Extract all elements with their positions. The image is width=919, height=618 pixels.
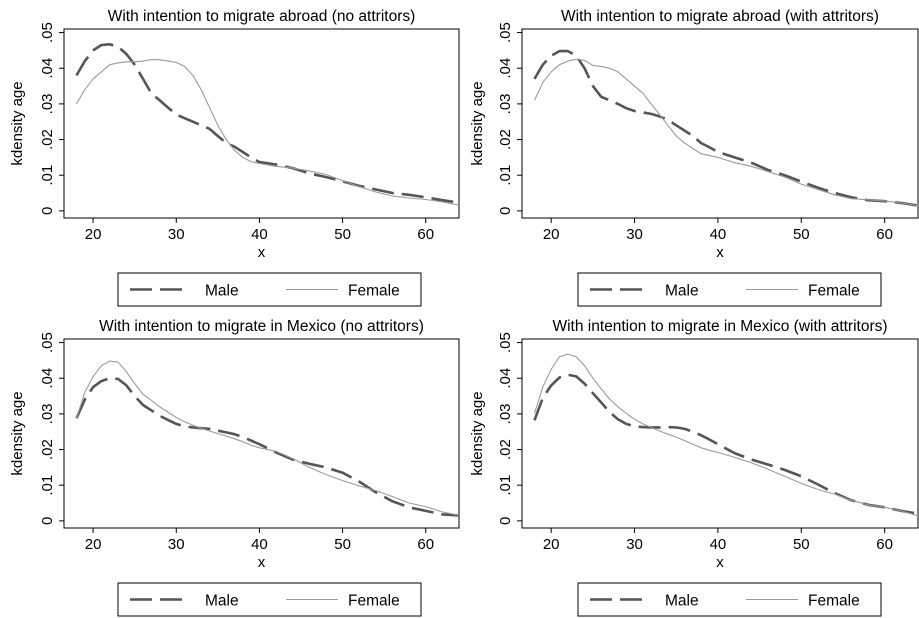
- x-tick-label: 40: [710, 226, 727, 243]
- y-tick-label: .01: [497, 165, 514, 186]
- y-tick-label: .05: [39, 332, 56, 353]
- x-tick-label: 30: [168, 226, 185, 243]
- x-tick-label: 40: [251, 536, 268, 553]
- x-axis-label: x: [716, 554, 724, 571]
- x-tick-label: 50: [793, 226, 810, 243]
- y-tick-label: .04: [39, 58, 56, 79]
- y-tick-label: .01: [497, 475, 514, 496]
- legend-label-female: Female: [808, 283, 860, 300]
- series-line-male: [75, 376, 460, 517]
- y-tick-label: .02: [497, 129, 514, 150]
- series-line-male: [533, 49, 919, 207]
- y-axis-label: kdensity age: [469, 81, 486, 165]
- y-tick-label: .03: [39, 93, 56, 114]
- chart-panel-3: With intention to migrate in Mexico (no …: [9, 318, 460, 617]
- series-line-female: [75, 360, 460, 516]
- y-tick-label: 0: [497, 517, 514, 525]
- y-axis-label: kdensity age: [9, 391, 26, 475]
- x-tick-label: 60: [417, 536, 434, 553]
- chart-title: With intention to migrate abroad (with a…: [561, 8, 879, 25]
- y-tick-label: .02: [39, 129, 56, 150]
- chart-panel-2: With intention to migrate abroad (with a…: [469, 8, 919, 307]
- series-line-female: [534, 58, 919, 207]
- legend-label-male: Male: [205, 593, 239, 610]
- y-tick-label: .01: [39, 165, 56, 186]
- x-tick-label: 60: [876, 536, 893, 553]
- y-tick-label: .05: [39, 22, 56, 43]
- x-tick-label: 50: [334, 536, 351, 553]
- legend-label-female: Female: [808, 593, 860, 610]
- chart-title: With intention to migrate in Mexico (wit…: [552, 318, 887, 335]
- legend-label-female: Female: [348, 593, 400, 610]
- x-tick-label: 30: [626, 226, 643, 243]
- x-tick-label: 40: [710, 536, 727, 553]
- x-tick-label: 60: [876, 226, 893, 243]
- y-axis-label: kdensity age: [9, 81, 26, 165]
- y-tick-label: .01: [39, 475, 56, 496]
- y-tick-label: 0: [497, 207, 514, 215]
- y-tick-label: .04: [39, 368, 56, 389]
- x-tick-label: 50: [793, 536, 810, 553]
- y-tick-label: .04: [497, 58, 514, 79]
- series-line-female: [76, 59, 460, 206]
- y-tick-label: .03: [497, 93, 514, 114]
- x-tick-label: 30: [168, 536, 185, 553]
- x-axis-label: x: [716, 244, 724, 261]
- legend-label-female: Female: [348, 283, 400, 300]
- x-tick-label: 20: [85, 536, 102, 553]
- legend-label-male: Male: [665, 283, 699, 300]
- x-tick-label: 20: [543, 536, 560, 553]
- x-axis-label: x: [258, 244, 266, 261]
- y-axis-label: kdensity age: [469, 391, 486, 475]
- chart-title: With intention to migrate abroad (no att…: [108, 8, 416, 25]
- y-tick-label: .02: [39, 439, 56, 460]
- x-axis-label: x: [258, 554, 266, 571]
- x-tick-label: 20: [543, 226, 560, 243]
- y-tick-label: 0: [39, 207, 56, 215]
- y-tick-label: .02: [497, 439, 514, 460]
- plot-frame: [63, 338, 460, 529]
- legend-label-male: Male: [665, 593, 699, 610]
- y-tick-label: .05: [497, 22, 514, 43]
- chart-panel-1: With intention to migrate abroad (no att…: [9, 8, 460, 307]
- x-tick-label: 20: [85, 226, 102, 243]
- y-tick-label: .03: [39, 403, 56, 424]
- x-tick-label: 30: [626, 536, 643, 553]
- series-line-male: [533, 373, 919, 515]
- legend-label-male: Male: [205, 283, 239, 300]
- x-tick-label: 40: [251, 226, 268, 243]
- y-tick-label: .05: [497, 332, 514, 353]
- plot-frame: [521, 28, 919, 219]
- plot-frame: [63, 28, 460, 219]
- y-tick-label: 0: [39, 517, 56, 525]
- y-tick-label: .03: [497, 403, 514, 424]
- series-line-female: [533, 353, 919, 517]
- chart-panel-4: With intention to migrate in Mexico (wit…: [469, 318, 919, 617]
- plot-frame: [521, 338, 919, 529]
- x-tick-label: 60: [417, 226, 434, 243]
- chart-title: With intention to migrate in Mexico (no …: [99, 318, 424, 335]
- y-tick-label: .04: [497, 368, 514, 389]
- x-tick-label: 50: [334, 226, 351, 243]
- series-line-male: [75, 42, 460, 204]
